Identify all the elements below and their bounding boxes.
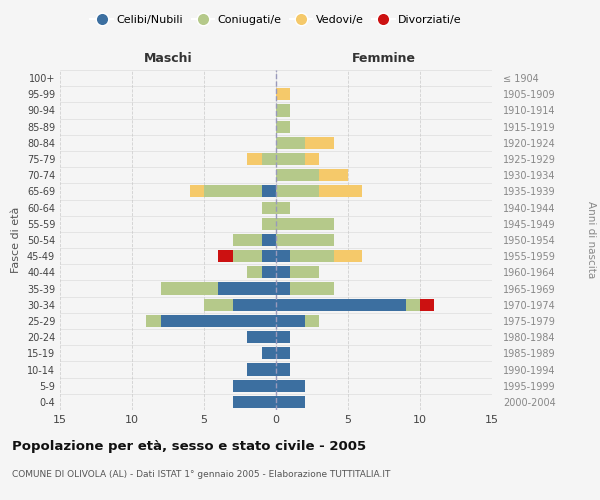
- Text: COMUNE DI OLIVOLA (AL) - Dati ISTAT 1° gennaio 2005 - Elaborazione TUTTITALIA.IT: COMUNE DI OLIVOLA (AL) - Dati ISTAT 1° g…: [12, 470, 391, 479]
- Bar: [276, 364, 290, 376]
- Bar: [262, 234, 276, 246]
- Bar: [276, 120, 290, 132]
- Bar: [233, 298, 276, 311]
- Bar: [420, 298, 434, 311]
- Bar: [204, 298, 233, 311]
- Bar: [262, 348, 276, 360]
- Bar: [262, 218, 276, 230]
- Bar: [305, 315, 319, 327]
- Bar: [276, 169, 319, 181]
- Bar: [247, 331, 276, 343]
- Bar: [276, 250, 290, 262]
- Bar: [276, 331, 290, 343]
- Bar: [305, 137, 334, 149]
- Bar: [190, 186, 204, 198]
- Bar: [276, 88, 290, 101]
- Bar: [319, 169, 348, 181]
- Bar: [290, 282, 334, 294]
- Bar: [276, 218, 334, 230]
- Bar: [276, 186, 319, 198]
- Text: Popolazione per età, sesso e stato civile - 2005: Popolazione per età, sesso e stato civil…: [12, 440, 366, 453]
- Bar: [319, 186, 362, 198]
- Bar: [218, 282, 276, 294]
- Y-axis label: Fasce di età: Fasce di età: [11, 207, 21, 273]
- Bar: [276, 348, 290, 360]
- Bar: [406, 298, 420, 311]
- Bar: [233, 234, 262, 246]
- Bar: [276, 234, 334, 246]
- Bar: [334, 250, 362, 262]
- Bar: [247, 153, 262, 165]
- Bar: [276, 315, 305, 327]
- Bar: [262, 266, 276, 278]
- Bar: [290, 266, 319, 278]
- Text: Femmine: Femmine: [352, 52, 416, 65]
- Bar: [146, 315, 161, 327]
- Bar: [262, 202, 276, 213]
- Bar: [204, 186, 262, 198]
- Legend: Celibi/Nubili, Coniugati/e, Vedovi/e, Divorziati/e: Celibi/Nubili, Coniugati/e, Vedovi/e, Di…: [86, 10, 466, 29]
- Bar: [262, 250, 276, 262]
- Bar: [247, 364, 276, 376]
- Bar: [305, 153, 319, 165]
- Bar: [233, 250, 262, 262]
- Bar: [262, 153, 276, 165]
- Bar: [233, 396, 276, 408]
- Bar: [290, 250, 334, 262]
- Bar: [276, 298, 406, 311]
- Bar: [247, 266, 262, 278]
- Text: Maschi: Maschi: [143, 52, 193, 65]
- Bar: [276, 396, 305, 408]
- Bar: [161, 315, 276, 327]
- Bar: [218, 250, 233, 262]
- Bar: [262, 186, 276, 198]
- Text: Anni di nascita: Anni di nascita: [586, 202, 596, 278]
- Bar: [276, 282, 290, 294]
- Bar: [161, 282, 218, 294]
- Bar: [233, 380, 276, 392]
- Bar: [276, 153, 305, 165]
- Bar: [276, 104, 290, 117]
- Bar: [276, 137, 305, 149]
- Bar: [276, 380, 305, 392]
- Bar: [276, 266, 290, 278]
- Bar: [276, 202, 290, 213]
